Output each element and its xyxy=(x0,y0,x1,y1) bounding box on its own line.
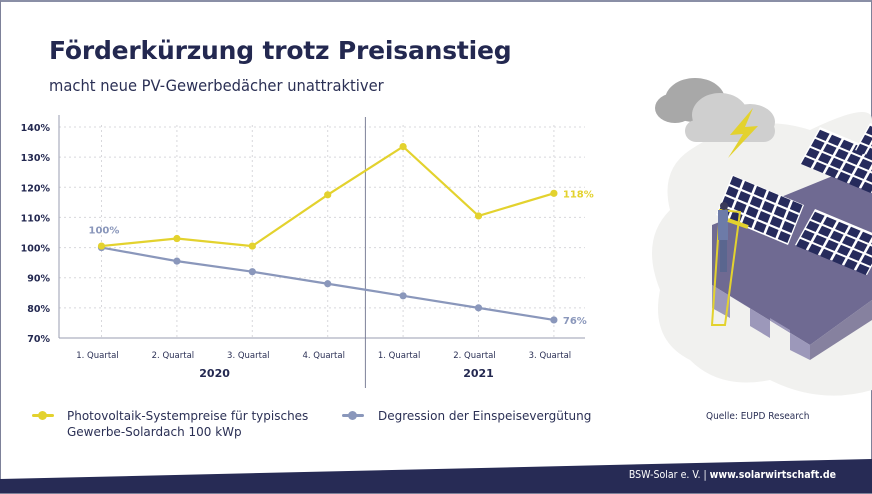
x-tick-label: 2. Quartal xyxy=(453,351,496,361)
line-chart: 70% 80% 90% 100% 110% 120% 130% 140% 1. Quartal 2… xyxy=(21,115,594,388)
page-title: Förderkürzung trotz Preisanstieg xyxy=(49,36,512,65)
year-label: 2021 xyxy=(463,367,494,380)
data-point xyxy=(173,257,181,265)
x-tick-label: 1. Quartal xyxy=(76,351,119,361)
data-point xyxy=(173,234,181,243)
footer-band xyxy=(0,459,872,493)
legend-label: Degression der Einspeisevergütung xyxy=(378,409,592,423)
source-note: Quelle: EUPD Research xyxy=(706,411,810,422)
data-label: 118% xyxy=(563,189,594,200)
solar-panel xyxy=(855,123,872,158)
data-point xyxy=(474,304,483,312)
series-lines xyxy=(97,142,558,324)
legend-item-degression: Degression der Einspeisevergütung xyxy=(342,408,591,424)
x-tick-label: 3. Quartal xyxy=(529,351,572,361)
solar-panel xyxy=(800,127,872,193)
x-tick-label: 3. Quartal xyxy=(227,351,270,361)
data-point xyxy=(474,212,483,220)
y-tick-label: 70% xyxy=(27,334,50,345)
data-point xyxy=(399,292,407,300)
worker-on-ladder xyxy=(710,202,749,326)
data-point xyxy=(399,142,407,151)
data-point xyxy=(324,191,332,199)
year-label: 2020 xyxy=(199,367,230,380)
footer-org: BSW-Solar e. V. | xyxy=(628,469,707,481)
lightning-icon xyxy=(728,108,758,158)
y-tick-label: 130% xyxy=(21,153,51,164)
y-tick-label: 90% xyxy=(27,274,50,285)
legend-label: Gewerbe-Solardach 100 kWp xyxy=(67,425,242,439)
labels: 70% 80% 90% 100% 110% 120% 130% 140% 1. Quartal 2… xyxy=(21,123,594,380)
data-point xyxy=(248,242,256,250)
grid xyxy=(59,125,585,338)
legend-marker-yellow xyxy=(32,411,54,420)
footer-text: BSW-Solar e. V. | www.solarwirtschaft.de xyxy=(629,469,836,481)
data-point xyxy=(97,242,106,250)
data-label: 76% xyxy=(563,316,587,327)
y-tick-label: 140% xyxy=(21,123,51,134)
y-tick-label: 110% xyxy=(21,213,51,224)
data-point xyxy=(550,316,558,324)
data-point xyxy=(248,268,256,276)
y-tick-label: 100% xyxy=(21,244,51,255)
page-subtitle: macht neue PV-Gewerbedächer unattraktive… xyxy=(49,76,384,95)
data-point xyxy=(324,280,332,288)
y-tick-label: 120% xyxy=(21,183,51,194)
building xyxy=(712,160,872,360)
legend-item-pv-prices: Photovoltaik-Systempreise für typisches … xyxy=(32,408,308,440)
data-point xyxy=(550,189,558,197)
cloud-icon xyxy=(655,78,775,142)
solar-panel xyxy=(716,175,804,245)
x-tick-label: 1. Quartal xyxy=(378,351,421,361)
footer-url[interactable]: www.solarwirtschaft.de xyxy=(709,469,836,481)
axes xyxy=(58,115,585,388)
y-tick-label: 80% xyxy=(27,304,50,315)
x-tick-label: 2. Quartal xyxy=(152,351,195,361)
legend-marker-blue xyxy=(342,411,364,420)
legend-label: Photovoltaik-Systempreise für typisches xyxy=(67,409,309,423)
solar-panel xyxy=(795,209,872,275)
x-tick-label: 4. Quartal xyxy=(302,351,345,361)
solar-roof-illustration xyxy=(652,78,872,396)
data-label: 100% xyxy=(89,226,120,237)
solar-panels xyxy=(716,123,872,275)
